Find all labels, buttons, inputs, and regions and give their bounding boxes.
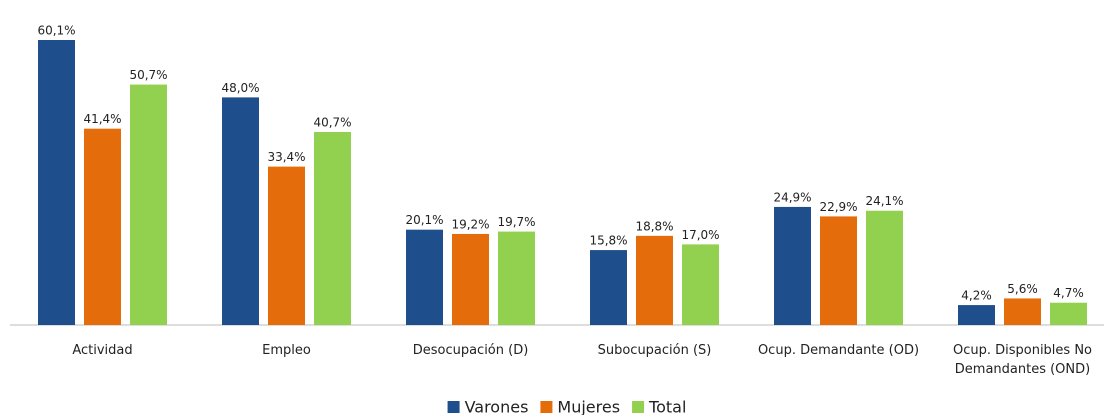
value-label: 4,2% <box>961 289 992 303</box>
bar <box>774 206 811 325</box>
value-label: 15,8% <box>589 234 627 248</box>
value-label: 48,0% <box>221 81 259 95</box>
legend-swatch <box>540 401 553 413</box>
value-label: 22,9% <box>819 200 857 214</box>
value-label: 5,6% <box>1007 282 1038 296</box>
value-label: 41,4% <box>83 112 121 126</box>
bar <box>820 216 857 325</box>
x-tick-label: Subocupación (S) <box>597 343 712 358</box>
value-label: 40,7% <box>313 116 351 130</box>
value-label: 17,0% <box>681 228 719 242</box>
bar <box>314 132 351 325</box>
bar <box>222 97 259 325</box>
bar <box>590 250 627 325</box>
x-tick-label: Empleo <box>262 343 311 358</box>
bar <box>682 244 719 325</box>
bar <box>636 235 673 325</box>
value-label: 60,1% <box>37 24 75 38</box>
bar <box>84 128 121 325</box>
bar <box>452 233 489 325</box>
legend-swatch <box>632 401 645 413</box>
bar <box>498 231 535 325</box>
value-label: 33,4% <box>267 150 305 164</box>
value-label: 24,1% <box>865 194 903 208</box>
legend-label: Varones <box>465 398 529 415</box>
bar <box>130 84 167 325</box>
bar <box>38 40 75 325</box>
bar <box>958 305 995 325</box>
x-tick-label: Ocup. Demandante (OD) <box>757 343 920 358</box>
bar <box>1004 298 1041 325</box>
bar <box>866 210 903 325</box>
legend-swatch <box>447 401 460 413</box>
x-tick-label: Actividad <box>72 343 133 358</box>
value-label: 18,8% <box>635 219 673 233</box>
x-tick-label: Desocupación (D) <box>412 343 529 358</box>
bar <box>268 166 305 325</box>
legend-label: Mujeres <box>557 398 620 415</box>
value-label: 19,7% <box>497 215 535 229</box>
value-label: 20,1% <box>405 213 443 227</box>
value-label: 19,2% <box>451 217 489 231</box>
x-tick-label: Ocup. Disponibles No Demandantes (OND) <box>952 343 1093 377</box>
value-label: 24,9% <box>773 190 811 204</box>
value-label: 4,7% <box>1053 286 1084 300</box>
value-label: 50,7% <box>129 68 167 82</box>
bar <box>1050 302 1087 325</box>
legend-label: Total <box>648 398 686 415</box>
bar <box>406 229 443 325</box>
